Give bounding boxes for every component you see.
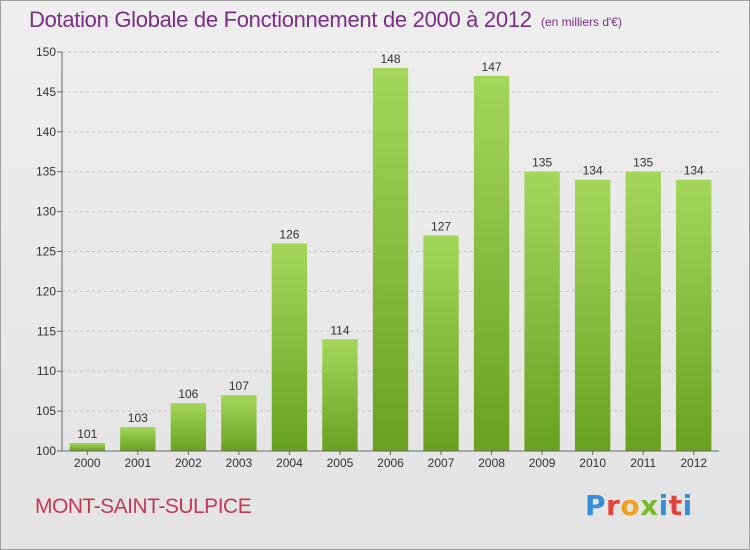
bar [676,179,712,451]
x-tick-label: 2003 [226,456,253,470]
y-tick-label: 105 [36,404,56,418]
x-tick-label: 2009 [529,456,556,470]
x-tick-label: 2010 [579,456,606,470]
unit-note: (en milliers d'€) [541,15,622,29]
x-tick-label: 2001 [124,456,151,470]
bar [524,171,560,451]
x-tick-label: 2002 [175,456,202,470]
y-tick-label: 135 [36,165,56,179]
bar-value-label: 106 [178,387,198,401]
x-tick-label: 2000 [74,456,101,470]
bar [120,427,156,451]
bar [322,339,358,451]
x-tick-label: 2004 [276,456,303,470]
x-tick-label: 2011 [630,456,656,470]
bar [69,443,105,451]
chart-title: Dotation Globale de Fonctionnement de 20… [29,7,532,32]
y-tick-label: 150 [36,45,56,59]
x-tick-label: 2005 [327,456,354,470]
bar-value-label: 134 [583,164,603,178]
bar [574,179,611,451]
x-tick-label: 2012 [680,456,707,470]
y-tick-label: 140 [36,125,56,139]
y-tick-label: 120 [36,284,56,298]
y-tick-label: 110 [37,364,56,378]
bar-value-label: 101 [77,427,97,441]
bar-value-label: 114 [330,323,349,337]
bar [221,395,257,451]
x-tick-label: 2006 [377,456,404,470]
bar [271,243,308,451]
bar [170,403,207,451]
bar-value-label: 147 [482,60,502,74]
y-tick-label: 100 [36,444,56,458]
bar [625,171,661,451]
bar-value-label: 135 [532,156,552,170]
commune-name: MONT-SAINT-SULPICE [35,495,252,518]
bar-value-label: 148 [380,52,400,66]
bar-value-label: 103 [128,411,148,425]
proxiti-logo: Proxiti [585,489,693,522]
y-tick-label: 145 [36,85,56,99]
bar [372,67,409,452]
y-tick-label: 115 [37,324,56,338]
bar [473,75,510,451]
bar-value-label: 107 [229,379,249,393]
x-tick-label: 2007 [428,456,455,470]
bar-value-label: 126 [279,228,299,242]
y-tick-label: 130 [36,205,56,219]
y-tick-label: 125 [36,245,56,259]
bar [423,235,459,451]
bar-value-label: 135 [633,156,653,170]
x-tick-label: 2008 [478,456,505,470]
bar-value-label: 127 [431,220,451,234]
bar-value-label: 134 [684,164,704,178]
